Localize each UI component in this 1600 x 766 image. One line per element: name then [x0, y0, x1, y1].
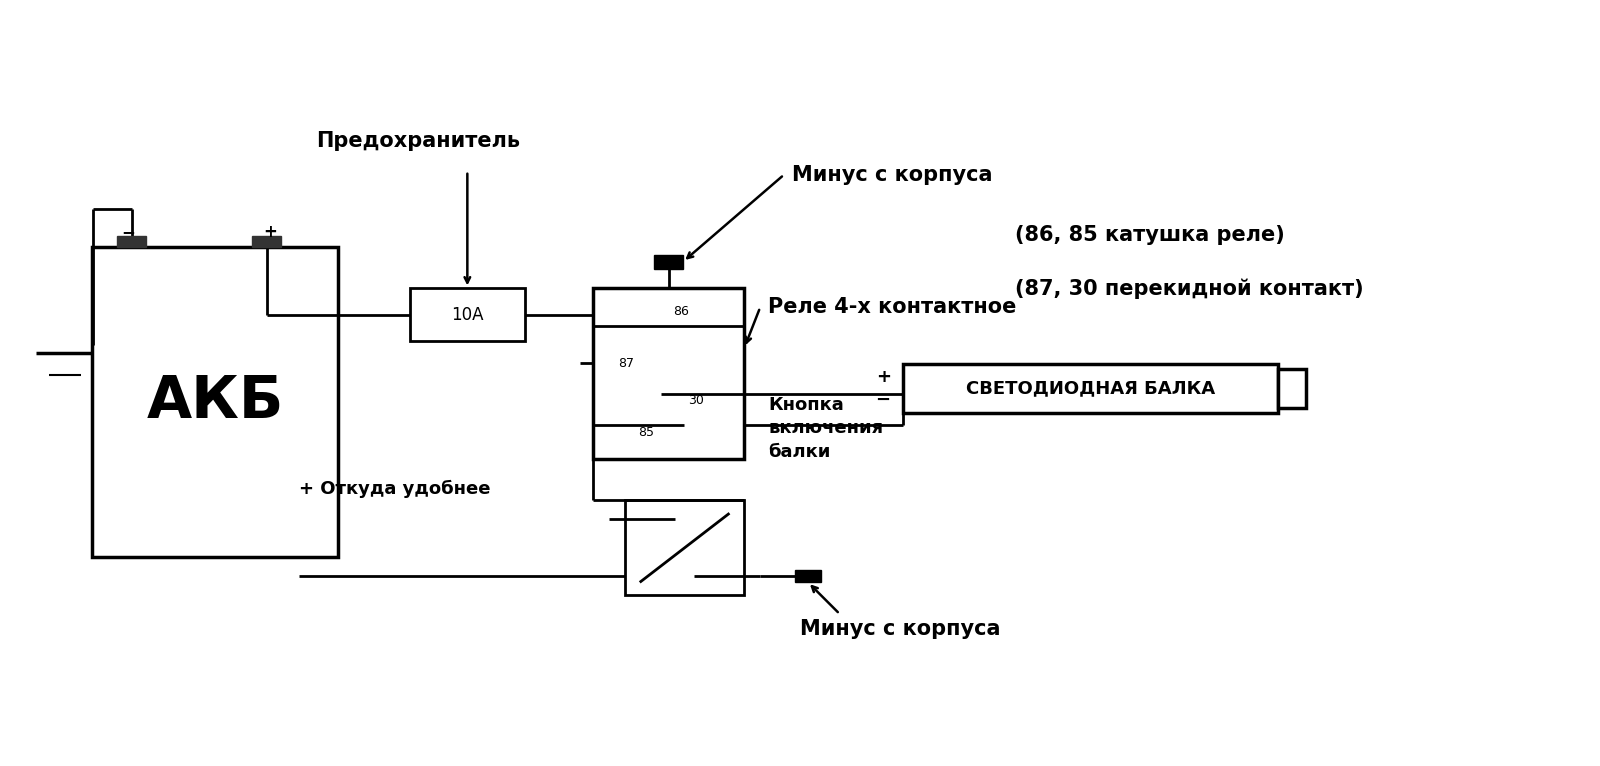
Text: АКБ: АКБ [146, 374, 283, 430]
Bar [117, 236, 146, 247]
Bar [253, 236, 282, 247]
Bar [654, 255, 683, 269]
Text: Минус с корпуса: Минус с корпуса [800, 619, 1000, 640]
Text: 10А: 10А [451, 306, 483, 324]
Text: (86, 85 катушка реле): (86, 85 катушка реле) [1014, 225, 1285, 245]
Text: Предохранитель: Предохранитель [317, 130, 520, 151]
Text: (87, 30 перекидной контакт): (87, 30 перекидной контакт) [1014, 278, 1363, 299]
Text: Реле 4-х контактное: Реле 4-х контактное [768, 297, 1016, 317]
Text: 85: 85 [638, 426, 654, 439]
Text: 30: 30 [688, 394, 704, 408]
Text: +: + [262, 223, 277, 241]
Text: 86: 86 [674, 305, 688, 318]
Text: Минус с корпуса: Минус с корпуса [792, 165, 992, 185]
Text: −: − [122, 223, 136, 241]
Bar [594, 288, 744, 459]
Text: +: + [875, 368, 891, 386]
Text: + Откуда удобнее: + Откуда удобнее [299, 480, 490, 498]
Bar [904, 364, 1277, 414]
Text: СВЕТОДИОДНАЯ БАЛКА: СВЕТОДИОДНАЯ БАЛКА [966, 380, 1214, 398]
Bar [91, 247, 339, 557]
Bar [1277, 369, 1306, 408]
Bar [795, 570, 821, 582]
Text: −: − [875, 391, 891, 409]
Text: 87: 87 [618, 357, 634, 370]
Bar [410, 288, 525, 342]
Text: Кнопка
включения
балки: Кнопка включения балки [768, 396, 883, 461]
Bar [626, 500, 744, 595]
